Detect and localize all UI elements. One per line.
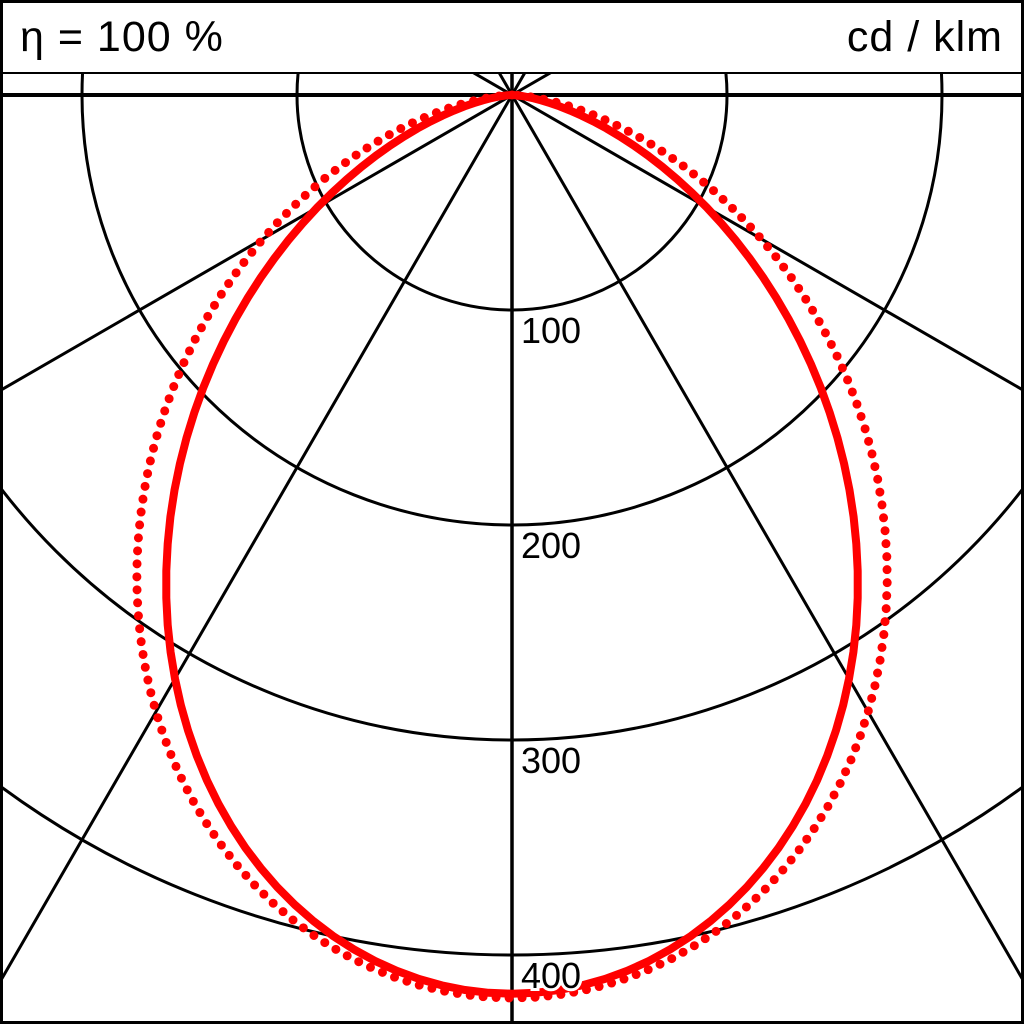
intensity-curve-dotted [132,90,892,1003]
unit-label: cd / klm [846,13,1003,61]
diagram-header: η = 100 % cd / klm [0,0,1024,73]
ring-label-300: 300 [521,740,581,781]
ring-label-200: 200 [521,525,581,566]
ring-label-400: 400 [521,955,581,996]
ring-label-100: 100 [521,310,581,351]
efficiency-label: η = 100 % [20,13,224,61]
intensity-curve-solid [162,91,862,998]
